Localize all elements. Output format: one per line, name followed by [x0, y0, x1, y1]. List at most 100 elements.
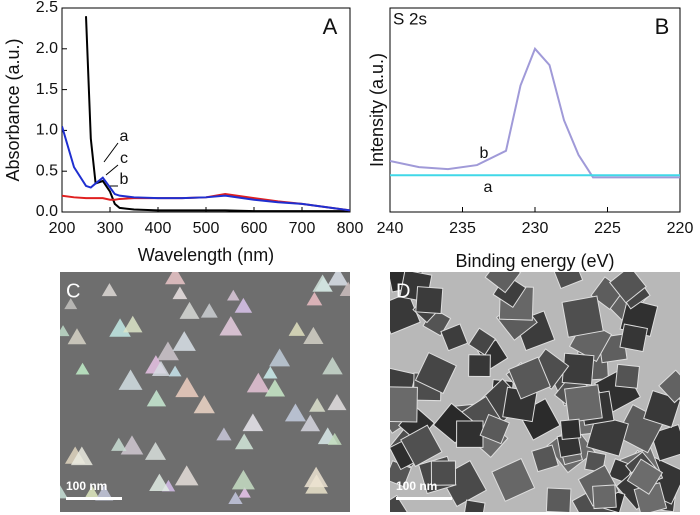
y-tick-label: 0.0 [36, 203, 58, 220]
scale-bar-label: 100 nm [66, 479, 107, 493]
particle [327, 393, 347, 411]
x-tick-label: 800 [337, 220, 364, 237]
particle [559, 418, 582, 440]
x-tick-label: 300 [97, 220, 124, 237]
particle [658, 369, 680, 404]
particle [564, 384, 603, 423]
particle [85, 485, 99, 498]
particle [284, 403, 306, 422]
x-tick-label: 500 [193, 220, 220, 237]
particle [619, 323, 649, 353]
series-label: a [120, 128, 129, 145]
particle [545, 487, 572, 512]
y-axis-label: Intensity (a.u.) [367, 53, 387, 167]
particle [179, 301, 200, 319]
particle [300, 414, 321, 432]
y-tick-label: 1.5 [36, 81, 58, 98]
particle [306, 291, 323, 306]
y-tick-label: 1.0 [36, 122, 58, 139]
x-axis-label: Wavelength (nm) [138, 245, 274, 265]
particle [216, 427, 232, 441]
x-tick-label: 240 [377, 220, 404, 237]
series-line [62, 126, 350, 212]
particle [327, 432, 342, 445]
panel-label: B [655, 14, 670, 39]
particle [327, 272, 349, 286]
panel-label: A [323, 14, 338, 39]
particle [228, 491, 243, 504]
particle [246, 372, 270, 393]
sem-image [60, 272, 350, 512]
scale-bar [66, 497, 122, 500]
x-tick-label: 400 [145, 220, 172, 237]
series-label: b [120, 171, 129, 188]
particle [64, 298, 78, 310]
particle [531, 444, 559, 473]
particle [168, 365, 182, 377]
y-tick-label: 2.5 [36, 0, 58, 16]
particle [67, 328, 87, 345]
panel-label: D [396, 280, 410, 302]
particle [231, 469, 255, 490]
particle [238, 487, 251, 498]
particle [468, 354, 491, 378]
particle [174, 465, 199, 486]
particle [309, 397, 326, 412]
particle [146, 389, 167, 407]
particle [101, 283, 118, 297]
particle [626, 458, 664, 495]
leader-line [103, 142, 119, 163]
x-tick-label: 220 [667, 220, 694, 237]
particle [484, 272, 522, 294]
series-line [85, 16, 350, 212]
particle [264, 379, 286, 397]
particle [219, 316, 243, 336]
particle [614, 363, 640, 389]
particle [430, 460, 457, 486]
particle [339, 281, 350, 296]
particle [390, 292, 421, 335]
particle [60, 325, 70, 337]
particle [304, 466, 329, 488]
annotation: S 2s [393, 9, 427, 28]
particle [479, 413, 511, 445]
particle [120, 435, 144, 455]
series-label: a [484, 179, 493, 196]
particle [415, 286, 444, 315]
particle [234, 433, 254, 450]
series-label: c [120, 150, 128, 167]
x-tick-label: 225 [594, 220, 621, 237]
particle [118, 369, 143, 390]
particle [561, 295, 604, 338]
x-tick-label: 600 [241, 220, 268, 237]
particle [400, 424, 443, 468]
particle [561, 352, 595, 386]
particle [650, 423, 680, 462]
particle [165, 272, 186, 285]
particle [312, 274, 333, 292]
x-tick-label: 700 [289, 220, 316, 237]
panel-label: C [66, 280, 80, 302]
particle [193, 395, 215, 414]
particle [172, 286, 188, 300]
particle [414, 351, 457, 395]
particle [456, 420, 484, 448]
particle [303, 326, 324, 345]
scale-bar-label: 100 nm [396, 479, 437, 493]
x-axis-label: Binding energy (eV) [455, 251, 614, 271]
particle [144, 441, 167, 460]
particle [390, 494, 410, 512]
x-tick-label: 230 [522, 220, 549, 237]
scale-bar [396, 497, 452, 500]
particle [227, 289, 240, 301]
particle [269, 348, 291, 367]
particle [172, 331, 196, 351]
particle [322, 356, 343, 375]
particle [70, 446, 93, 466]
particle [149, 473, 170, 492]
particle [151, 360, 170, 376]
particle [111, 437, 127, 451]
particle [462, 499, 486, 512]
x-tick-label: 200 [49, 220, 76, 237]
